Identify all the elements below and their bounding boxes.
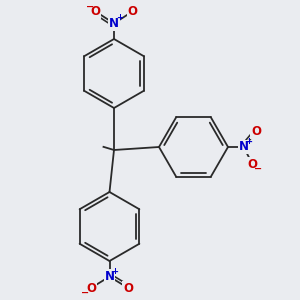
Text: +: + [116,14,123,22]
Text: O: O [128,5,138,18]
Text: O: O [123,281,133,295]
Text: N: N [238,140,249,154]
Text: +: + [245,137,253,146]
Text: −: − [86,2,94,12]
Text: −: − [254,164,262,174]
Text: +: + [111,267,118,276]
Text: N: N [104,270,115,283]
Text: O: O [248,158,258,171]
Text: N: N [109,17,119,30]
Text: O: O [86,281,96,295]
Text: O: O [251,125,261,139]
Text: O: O [90,5,100,18]
Text: −: − [81,288,90,298]
